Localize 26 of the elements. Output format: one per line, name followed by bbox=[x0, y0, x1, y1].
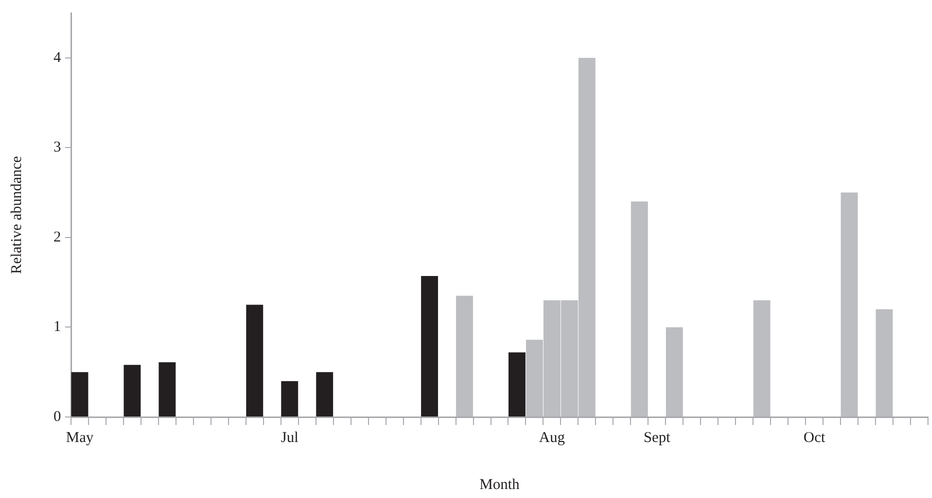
y-tick-label: 3 bbox=[54, 140, 61, 156]
bar bbox=[876, 309, 893, 416]
x-tick-label: Jul bbox=[280, 430, 298, 446]
bar bbox=[71, 372, 88, 416]
bar bbox=[666, 327, 683, 416]
y-tick-label: 4 bbox=[54, 50, 62, 66]
y-axis-title: Relative abundance bbox=[8, 156, 25, 274]
x-tick-label: Aug bbox=[539, 430, 566, 446]
bar bbox=[421, 276, 438, 416]
bar bbox=[281, 381, 298, 416]
y-tick-label: 0 bbox=[54, 408, 61, 425]
y-tick-label: 1 bbox=[54, 319, 61, 336]
bar bbox=[316, 372, 334, 416]
bar bbox=[246, 304, 264, 416]
bar bbox=[158, 362, 176, 416]
bar bbox=[456, 296, 474, 416]
x-tick-label: Oct bbox=[803, 430, 826, 446]
x-tick-label: Sept bbox=[644, 430, 672, 446]
bar bbox=[753, 300, 770, 416]
bar bbox=[840, 192, 858, 416]
bar bbox=[508, 352, 526, 416]
bar bbox=[124, 364, 141, 416]
x-tick-label: May bbox=[66, 430, 94, 446]
bar bbox=[630, 202, 648, 416]
x-axis-title: Month bbox=[479, 476, 520, 493]
y-tick-label: 2 bbox=[54, 229, 61, 246]
